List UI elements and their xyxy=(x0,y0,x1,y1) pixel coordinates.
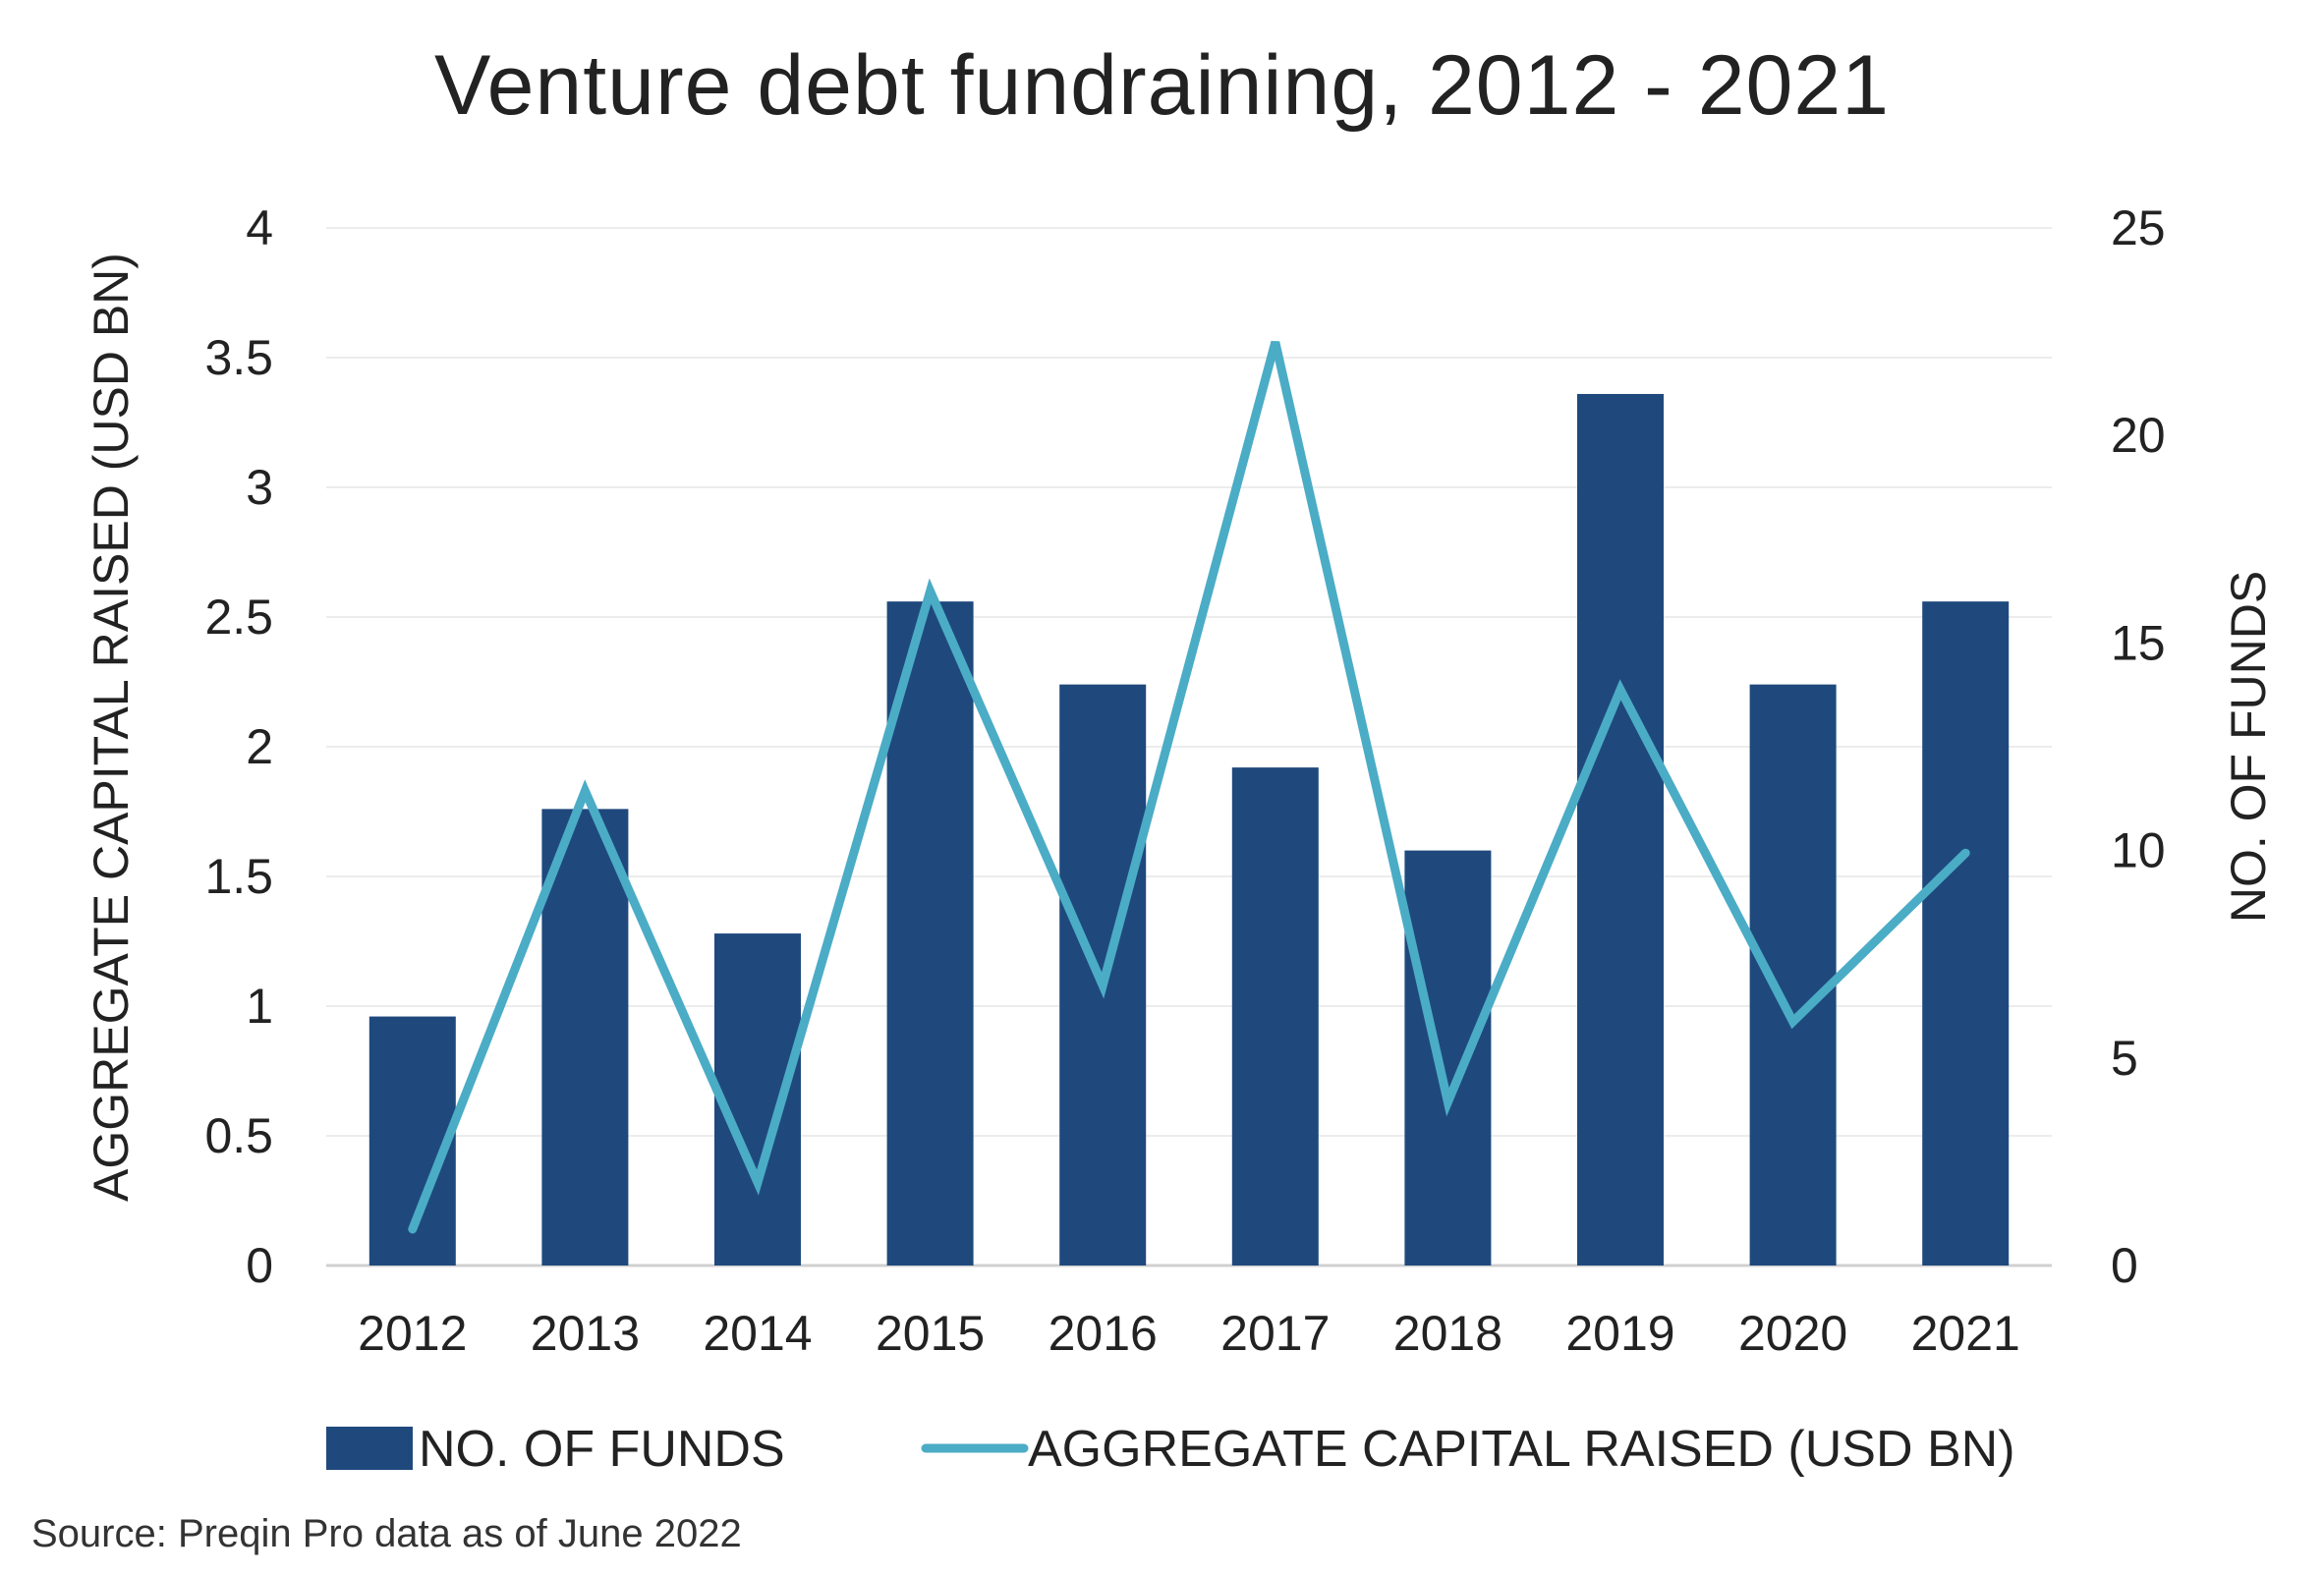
line-point-2019 xyxy=(1619,689,1621,691)
right-tick-label: 25 xyxy=(2111,200,2166,255)
chart-title: Venture debt fundraining, 2012 - 2021 xyxy=(433,38,1891,133)
left-axis-ticks: 0 0.5 1 1.5 2 2.5 3 3.5 4 xyxy=(204,200,273,1293)
legend-swatch-no-of-funds xyxy=(326,1427,413,1470)
bar-no-of-funds-2019 xyxy=(1577,393,1664,1266)
x-tick-label: 2018 xyxy=(1393,1306,1502,1361)
legend-label-aggregate-capital: AGGREGATE CAPITAL RAISED (USD BN) xyxy=(1028,1421,2015,1478)
line-point-2013 xyxy=(584,790,586,792)
bar-no-of-funds-2014 xyxy=(714,933,801,1266)
bar-no-of-funds-2020 xyxy=(1749,684,1837,1266)
right-tick-label: 5 xyxy=(2111,1031,2138,1086)
bar-no-of-funds-2017 xyxy=(1231,767,1319,1266)
left-tick-label: 0 xyxy=(246,1238,273,1293)
line-point-2021 xyxy=(1964,852,1966,854)
x-tick-label: 2012 xyxy=(358,1306,467,1361)
right-tick-label: 0 xyxy=(2111,1238,2138,1293)
legend-label-no-of-funds: NO. OF FUNDS xyxy=(419,1421,785,1478)
right-tick-label: 15 xyxy=(2111,615,2166,670)
right-axis-title: NO. OF FUNDS xyxy=(2221,571,2276,923)
line-point-2018 xyxy=(1446,1101,1448,1103)
bars-no-of-funds xyxy=(368,393,2010,1266)
x-tick-label: 2017 xyxy=(1220,1306,1330,1361)
x-tick-label: 2014 xyxy=(703,1306,812,1361)
x-axis-ticks: 2012 2013 2014 2015 2016 2017 2018 2019 2020 2021 xyxy=(358,1306,2020,1361)
left-tick-label: 2 xyxy=(246,719,273,774)
right-tick-label: 10 xyxy=(2111,823,2166,878)
right-axis-ticks: 0 5 10 15 20 25 xyxy=(2111,200,2166,1293)
source-note: Source: Preqin Pro data as of June 2022 xyxy=(31,1512,742,1555)
left-tick-label: 1 xyxy=(246,979,273,1034)
bar-no-of-funds-2018 xyxy=(1404,850,1492,1266)
left-tick-label: 4 xyxy=(246,200,273,255)
line-point-2012 xyxy=(412,1228,414,1230)
x-tick-label: 2013 xyxy=(531,1306,640,1361)
left-tick-label: 3.5 xyxy=(204,330,273,385)
line-aggregate-capital-path xyxy=(408,341,1970,1234)
left-axis-title: AGGREGATE CAPITAL RAISED (USD BN) xyxy=(84,253,139,1202)
bar-no-of-funds-2021 xyxy=(1922,601,2010,1266)
x-tick-label: 2020 xyxy=(1738,1306,1847,1361)
line-aggregate-capital xyxy=(408,341,1970,1234)
left-tick-label: 2.5 xyxy=(204,590,273,645)
x-tick-label: 2016 xyxy=(1049,1306,1158,1361)
bar-no-of-funds-2013 xyxy=(541,809,629,1266)
left-tick-label: 3 xyxy=(246,460,273,515)
left-tick-label: 1.5 xyxy=(204,849,273,904)
x-tick-label: 2015 xyxy=(876,1306,985,1361)
legend: NO. OF FUNDS AGGREGATE CAPITAL RAISED (U… xyxy=(326,1421,2015,1478)
x-tick-label: 2021 xyxy=(1911,1306,2020,1361)
right-tick-label: 20 xyxy=(2111,408,2166,463)
line-point-2020 xyxy=(1792,1021,1794,1023)
left-tick-label: 0.5 xyxy=(204,1108,273,1163)
x-tick-label: 2019 xyxy=(1565,1306,1674,1361)
bar-no-of-funds-2015 xyxy=(886,601,974,1266)
line-point-2014 xyxy=(757,1182,759,1184)
